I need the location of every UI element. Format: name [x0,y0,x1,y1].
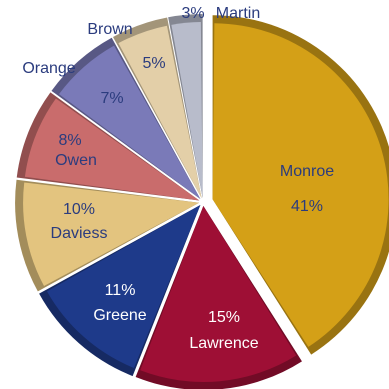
slice-name-label-brown: Brown [87,21,132,38]
slice-name-label-owen: Owen [55,152,97,169]
pie-slice-daviess [15,179,200,292]
pie-slices [15,14,389,389]
slice-percent-label-lawrence: 15% [208,309,240,326]
slice-percent-label-owen: 8% [58,132,81,149]
slice-percent-label-monroe: 41% [291,198,323,215]
pie-slice-orange [51,37,201,199]
pie-slice-face-martin [171,22,203,199]
slice-name-label-greene: Greene [93,307,146,324]
slice-percent-label-martin: 3% [181,5,204,22]
slice-percent-label-brown: 5% [142,55,165,72]
pie-slice-face-lawrence [140,205,297,382]
slice-name-label-monroe: Monroe [280,163,334,180]
pie-slice-face-monroe [212,23,389,347]
slice-name-label-martin: Martin [216,5,260,22]
pie-slice-face-greene [46,205,201,368]
pie-slice-martin [168,14,203,199]
slice-name-label-orange: Orange [22,60,75,77]
pie-slice-monroe [212,15,389,355]
pie-slice-brown [113,17,202,199]
pie-slice-face-brown [118,25,202,199]
slice-percent-label-greene: 11% [105,282,136,299]
pie-labels: Monroe 41% Lawrence 15% Greene 11% Daviess 10% O… [22,5,334,352]
pie-slice-lawrence [135,205,302,389]
pie-slice-face-orange [59,45,201,199]
slice-percent-label-daviess: 10% [63,201,95,218]
pie-slice-greene [39,205,201,377]
slice-percent-label-orange: 7% [100,90,123,107]
pie-slice-face-daviess [23,182,200,286]
slice-name-label-lawrence: Lawrence [189,335,258,352]
pie-slice-owen [16,92,200,201]
slice-name-label-daviess: Daviess [51,225,108,242]
pie-slice-face-owen [24,98,200,201]
